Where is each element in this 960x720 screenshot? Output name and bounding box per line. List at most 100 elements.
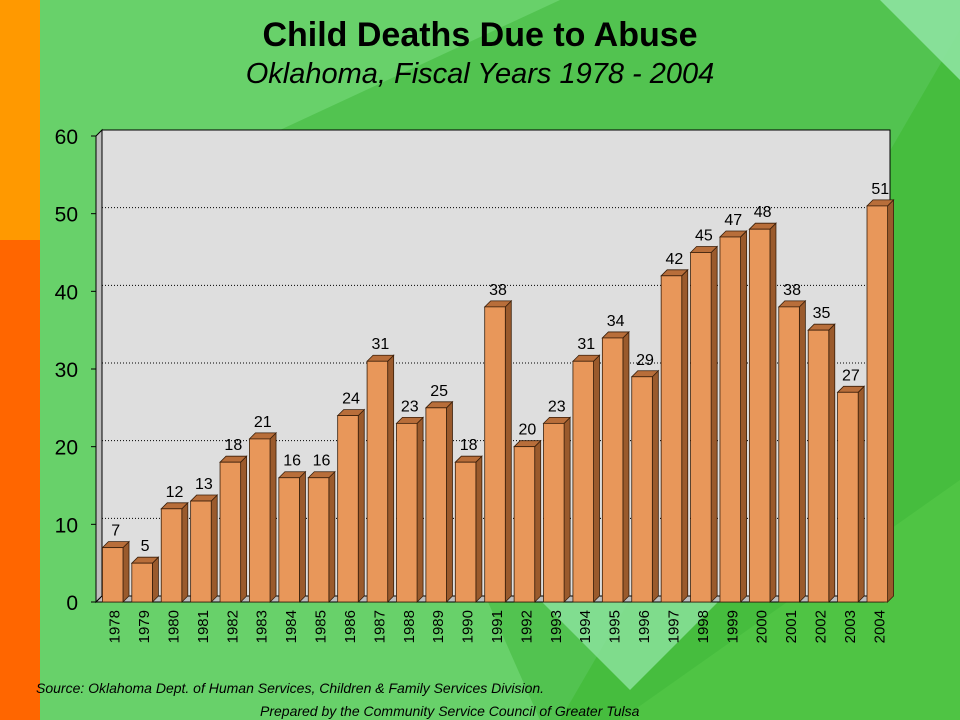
bar-side: [416, 416, 424, 603]
bar: [748, 228, 771, 603]
y-tick-label: 30: [55, 359, 78, 382]
bar-side: [857, 385, 865, 603]
bar: [102, 547, 124, 603]
x-tick-label: 1984: [283, 610, 300, 643]
data-label: 18: [224, 437, 242, 454]
x-tick-label: 1981: [195, 610, 212, 643]
data-label: 24: [342, 391, 360, 408]
bar-side: [446, 400, 453, 603]
data-label: 45: [695, 228, 713, 245]
data-label: 12: [166, 484, 184, 501]
bar: [572, 360, 594, 603]
x-tick-label: 2000: [754, 610, 771, 643]
bar-side: [504, 299, 512, 603]
bar: [807, 329, 830, 603]
bar: [366, 360, 389, 603]
data-label: 31: [371, 336, 389, 353]
bar: [690, 252, 712, 603]
bar-side: [210, 494, 218, 603]
x-tick-label: 1987: [371, 610, 388, 643]
x-tick-label: 2001: [783, 610, 800, 643]
data-label: 16: [313, 453, 331, 470]
x-tick-label: 1978: [107, 610, 124, 643]
bar: [484, 306, 506, 603]
bar-side: [710, 245, 718, 603]
bar: [160, 508, 183, 603]
data-label: 13: [195, 476, 213, 493]
x-tick-label: 1995: [607, 610, 624, 643]
bar-side: [563, 416, 571, 603]
bar: [249, 438, 271, 603]
bar-side: [740, 230, 747, 603]
bar: [543, 422, 565, 603]
bar: [631, 376, 653, 603]
bar: [513, 446, 536, 603]
data-label: 21: [254, 414, 272, 431]
x-tick-label: 2002: [812, 610, 829, 643]
accent-strip-red: [0, 240, 40, 720]
data-label: 29: [636, 352, 654, 369]
x-tick-label: 2003: [842, 610, 859, 643]
bar-side: [475, 455, 483, 603]
data-label: 34: [607, 313, 625, 330]
x-tick-label: 1996: [636, 610, 653, 643]
bar-side: [534, 439, 542, 603]
x-tick-label: 1982: [224, 610, 241, 643]
bar-side: [122, 540, 130, 603]
accent-strip-orange: [0, 0, 40, 240]
source-note: Source: Oklahoma Dept. of Human Services…: [36, 680, 545, 696]
data-label: 5: [141, 538, 150, 555]
x-tick-label: 1992: [518, 610, 535, 643]
x-tick-label: 1983: [254, 610, 271, 643]
bar: [337, 415, 359, 603]
bar-side: [593, 354, 600, 603]
x-tick-label: 1988: [401, 610, 418, 643]
y-tick-label: 20: [55, 437, 78, 460]
bar-side: [328, 470, 336, 603]
bar-side: [798, 299, 806, 603]
data-label: 38: [489, 282, 507, 299]
bar: [837, 391, 859, 603]
data-label: 25: [430, 383, 448, 400]
bar: [190, 500, 212, 603]
data-label: 18: [460, 437, 478, 454]
data-label: 35: [813, 305, 831, 322]
bar: [601, 337, 624, 603]
x-tick-label: 1993: [548, 610, 565, 643]
data-label: 48: [754, 204, 772, 221]
x-tick-label: 2004: [871, 610, 888, 643]
x-tick-label: 1989: [430, 610, 447, 643]
x-tick-label: 1998: [695, 610, 712, 643]
data-label: 16: [283, 453, 301, 470]
data-label: 31: [577, 336, 595, 353]
x-tick-label: 1991: [489, 610, 506, 643]
bar-side: [681, 268, 689, 603]
x-tick-label: 1985: [313, 610, 330, 643]
data-label: 23: [548, 398, 566, 415]
bar-side: [240, 455, 248, 603]
x-tick-label: 1997: [665, 610, 682, 643]
x-tick-label: 1986: [342, 610, 359, 643]
bar: [131, 562, 153, 603]
bar: [219, 461, 242, 603]
plot-side-wall: [95, 128, 103, 604]
chart-subtitle: Oklahoma, Fiscal Years 1978 - 2004: [245, 58, 715, 90]
data-label: 20: [519, 422, 537, 439]
data-label: 7: [111, 523, 120, 540]
bar-side: [181, 501, 189, 603]
x-tick-label: 1980: [166, 610, 183, 643]
bar-side: [769, 222, 777, 603]
bar: [719, 236, 741, 603]
bar-side: [299, 470, 306, 603]
bar: [660, 275, 683, 603]
bar: [866, 205, 888, 603]
bar-side: [651, 369, 659, 603]
data-label: 51: [871, 181, 889, 198]
data-label: 27: [842, 367, 860, 384]
bar-side: [152, 556, 159, 603]
data-label: 23: [401, 398, 419, 415]
y-tick-label: 0: [66, 592, 78, 615]
bar-side: [269, 431, 277, 603]
x-tick-label: 1990: [460, 610, 477, 643]
data-label: 38: [783, 282, 801, 299]
